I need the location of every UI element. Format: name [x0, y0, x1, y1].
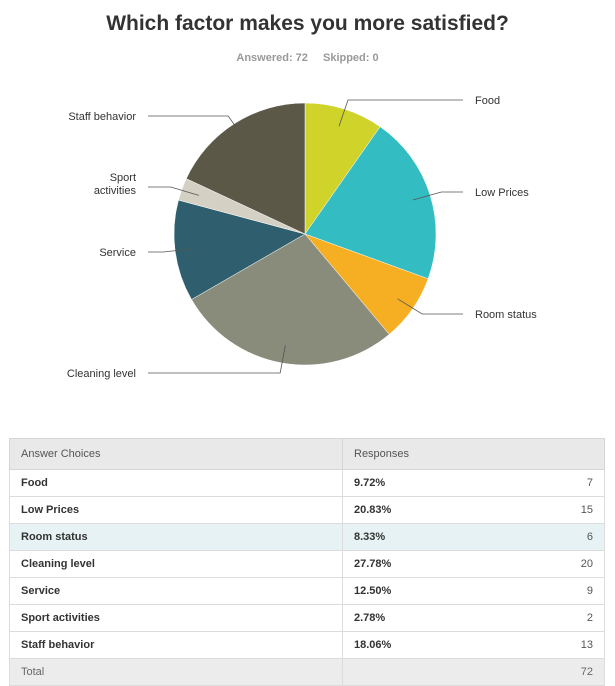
- leader-line: [148, 115, 245, 139]
- total-label: Total: [9, 658, 343, 686]
- row-percent: 18.06%: [342, 631, 509, 659]
- leader-line: [148, 248, 194, 253]
- row-count: 6: [508, 523, 606, 551]
- row-percent: 20.83%: [342, 496, 509, 524]
- table-row: Room status 8.33% 6: [9, 523, 606, 551]
- leader-line: [148, 186, 199, 196]
- total-spacer: [342, 658, 509, 686]
- leader-line: [338, 99, 463, 127]
- response-stats: Answered: 72 Skipped: 0: [0, 52, 615, 64]
- row-choice: Service: [9, 577, 343, 605]
- col-header-responses: Responses: [342, 438, 605, 470]
- col-header-choices: Answer Choices: [9, 438, 343, 470]
- row-percent: 9.72%: [342, 469, 509, 497]
- row-choice: Room status: [9, 523, 343, 551]
- row-percent: 8.33%: [342, 523, 509, 551]
- row-choice: Cleaning level: [9, 550, 343, 578]
- row-percent: 12.50%: [342, 577, 509, 605]
- row-count: 9: [508, 577, 606, 605]
- table-row: Staff behavior 18.06% 13: [9, 631, 606, 659]
- leader-line: [412, 191, 463, 201]
- row-choice: Food: [9, 469, 343, 497]
- leader-line: [148, 345, 286, 374]
- slice-label: Sport activities: [94, 172, 137, 197]
- table-row: Cleaning level 27.78% 20: [9, 550, 606, 578]
- row-choice: Staff behavior: [9, 631, 343, 659]
- slice-label: Food: [475, 95, 500, 107]
- table-row: Food 9.72% 7: [9, 469, 606, 497]
- slice-label: Room status: [475, 309, 537, 321]
- pie-slice-low-prices: [304, 126, 437, 280]
- skipped-count: Skipped: 0: [322, 52, 379, 64]
- row-count: 13: [508, 631, 606, 659]
- pie-chart: Food Low Prices Room status Cleaning level S…: [67, 95, 537, 380]
- slice-label: Staff behavior: [68, 111, 136, 123]
- answered-count: Answered: 72: [236, 52, 308, 64]
- chart-title: Which factor makes you more satisfied?: [106, 12, 509, 35]
- table-row: Service 12.50% 9: [9, 577, 606, 605]
- row-percent: 2.78%: [342, 604, 509, 632]
- responses-table: Answer Choices Responses Food 9.72% 7 Lo…: [9, 438, 606, 686]
- table-header-row: Answer Choices Responses: [9, 438, 605, 470]
- slice-label: Service: [99, 247, 136, 259]
- row-count: 7: [508, 469, 606, 497]
- row-percent: 27.78%: [342, 550, 509, 578]
- total-row: Total 72: [9, 658, 606, 686]
- table-row: Low Prices 20.83% 15: [9, 496, 606, 524]
- row-count: 20: [508, 550, 606, 578]
- slice-label: Cleaning level: [67, 368, 136, 380]
- row-count: 15: [508, 496, 606, 524]
- total-value: 72: [508, 658, 606, 686]
- row-choice: Sport activities: [9, 604, 343, 632]
- row-choice: Low Prices: [9, 496, 343, 524]
- slice-label: Low Prices: [475, 187, 529, 199]
- table-row: Sport activities 2.78% 2: [9, 604, 606, 632]
- pie-slice-food: [304, 102, 381, 235]
- row-count: 2: [508, 604, 606, 632]
- leader-line: [397, 298, 463, 315]
- pie-slice-staff-behavior: [185, 102, 306, 235]
